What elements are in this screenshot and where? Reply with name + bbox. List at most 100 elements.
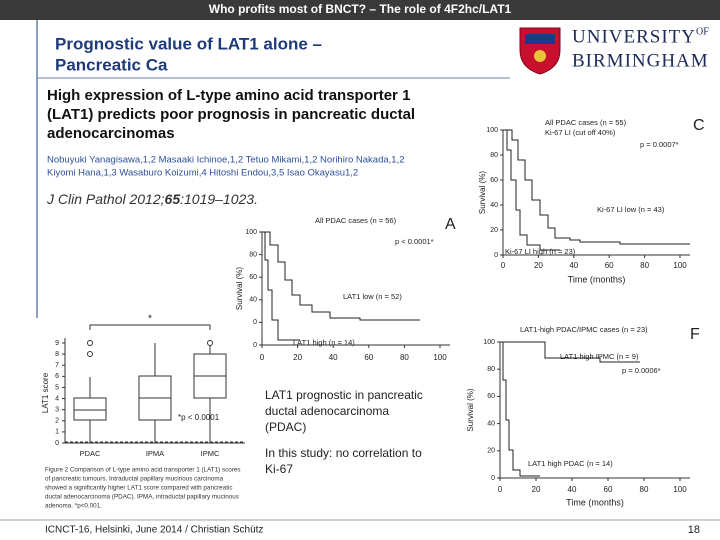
survival-curve — [262, 231, 300, 341]
panel-text: LAT1 high IPMC (n = 9) — [560, 352, 639, 361]
x-tick-label: 0 — [498, 485, 503, 494]
bullet-text: ductal adenocarcinoma — [265, 404, 389, 418]
x-tick-label: PDAC — [80, 449, 101, 458]
x-tick-label: 100 — [433, 353, 447, 362]
survival-curve — [500, 341, 540, 477]
crest — [519, 27, 561, 75]
x-axis-label: Time (months) — [566, 497, 624, 507]
x-tick-label: 80 — [640, 261, 649, 270]
panel-label: C — [693, 117, 705, 134]
x-tick-label: 100 — [673, 485, 687, 494]
y-tick-label: 40 — [487, 420, 495, 427]
paper-authors: Kiyomi Hana,1,3 Wasaburo Koizumi,4 Hitos… — [47, 168, 358, 179]
y-tick-label: 40 — [490, 202, 498, 209]
caption: of pancreatic tumours. Intraductal papil… — [45, 476, 224, 483]
journal-part: :1019–1023. — [180, 191, 258, 207]
x-tick-label: 20 — [293, 353, 302, 362]
bullet-text: LAT1 prognostic in pancreatic — [265, 388, 423, 402]
y-axis-label: Survival (%) — [478, 171, 487, 214]
panel-bg — [475, 112, 710, 287]
y-tick-label: 60 — [487, 393, 495, 400]
panel-text: LAT1 low (n = 52) — [343, 292, 402, 301]
banner-bar — [0, 0, 720, 20]
x-tick-label: IPMC — [201, 449, 220, 458]
panel-text: Ki-67 LI low (n = 43) — [597, 205, 665, 214]
y-axis-label: LAT1 score — [41, 372, 50, 413]
x-tick-label: 20 — [534, 261, 543, 270]
y-tick-label: 40 — [249, 297, 257, 304]
x-tick-label: 20 — [532, 485, 541, 494]
paper-title: High expression of L-type amino acid tra… — [47, 87, 410, 104]
x-tick-label: 60 — [604, 485, 613, 494]
logo-text: BIRMINGHAM — [572, 50, 709, 71]
p-value: *p < 0.0001 — [178, 413, 220, 422]
y-tick-label: 100 — [245, 229, 257, 236]
outlier — [87, 340, 93, 346]
y-axis-label: Survival (%) — [466, 388, 475, 431]
bullet-bg — [258, 383, 463, 483]
y-tick-label: 60 — [249, 274, 257, 281]
panel-text: p = 0.0007* — [640, 140, 679, 149]
panel-text: Ki-67 LI (cut off 40%) — [545, 128, 616, 137]
x-axis-label: Time (months) — [568, 274, 626, 284]
y-tick-label: 100 — [483, 339, 495, 346]
y-tick-label: 0 — [494, 252, 498, 259]
journal: J Clin Pathol 2012;65:1019–1023. — [46, 191, 258, 207]
panel-text: p = 0.0006* — [622, 366, 661, 375]
footer-left: ICNCT-16, Helsinki, June 2014 / Christia… — [45, 525, 263, 536]
logo-text: OF — [696, 26, 709, 37]
y-tick-label: 0 — [491, 475, 495, 482]
box — [73, 397, 107, 421]
paper-title: (LAT1) predicts poor prognosis in pancre… — [47, 106, 415, 123]
y-tick-label: 80 — [487, 366, 495, 373]
survival-curve — [262, 231, 420, 321]
caption: ductal adenocarcinoma (PDAC). IPMA, intr… — [45, 494, 239, 501]
panel-label: A — [445, 216, 456, 233]
panel-bg — [472, 324, 710, 510]
y-tick-label: 8 — [55, 351, 59, 358]
panel-bg — [234, 214, 470, 377]
panel-text: LAT1 high (n = 14) — [293, 338, 355, 347]
y-tick-label: 7 — [55, 362, 59, 369]
bullet-text: Ki-67 — [265, 462, 293, 476]
bullet-text: In this study: no correlation to — [265, 446, 422, 460]
y-tick-label: 0 — [253, 342, 257, 349]
y-tick-label: 4 — [55, 395, 59, 402]
x-tick-label: 60 — [364, 353, 373, 362]
outlier — [87, 351, 93, 357]
x-tick-label: 40 — [568, 485, 577, 494]
y-tick-label: 100 — [486, 127, 498, 134]
y-tick-label: 6 — [55, 373, 59, 380]
survival-curve — [503, 129, 690, 245]
bracket — [89, 324, 211, 330]
panel-text: p < 0.0001* — [395, 237, 434, 246]
y-tick-label: 3 — [55, 407, 59, 414]
y-tick-label: 5 — [55, 384, 59, 391]
x-tick-label: 0 — [501, 261, 506, 270]
y-tick-label: 80 — [249, 251, 257, 258]
bullet-text: (PDAC) — [265, 420, 306, 434]
x-tick-label: 40 — [569, 261, 578, 270]
y-tick-label: 20 — [249, 319, 257, 326]
y-tick-label: 2 — [55, 418, 59, 425]
y-tick-label: 1 — [55, 429, 59, 436]
x-tick-label: 40 — [329, 353, 338, 362]
paper-title: adenocarcinomas — [47, 125, 175, 142]
x-tick-label: 0 — [260, 353, 265, 362]
x-tick-label: 80 — [640, 485, 649, 494]
survival-curve — [500, 341, 640, 363]
journal-part: J Clin Pathol 2012; — [46, 191, 165, 207]
y-tick-label: 9 — [55, 340, 59, 347]
caption: Figure 2 Comparison of L-type amino acid… — [45, 467, 241, 474]
slide-title: Pancreatic Ca — [55, 55, 168, 74]
y-tick-label: 20 — [487, 448, 495, 455]
y-axis-label: Survival (%) — [235, 267, 244, 310]
slide-title: Prognostic value of LAT1 alone – — [55, 34, 322, 53]
panel-text: Ki-67 LI high (n = 23) — [505, 247, 576, 256]
caption: adenoma. *p<0.001. — [45, 503, 102, 510]
y-tick-label: 0 — [55, 440, 59, 447]
paper-authors: Nobuyuki Yanagisawa,1,2 Masaaki Ichinoe,… — [47, 155, 405, 166]
x-tick-label: 100 — [673, 261, 687, 270]
x-tick-label: 60 — [605, 261, 614, 270]
